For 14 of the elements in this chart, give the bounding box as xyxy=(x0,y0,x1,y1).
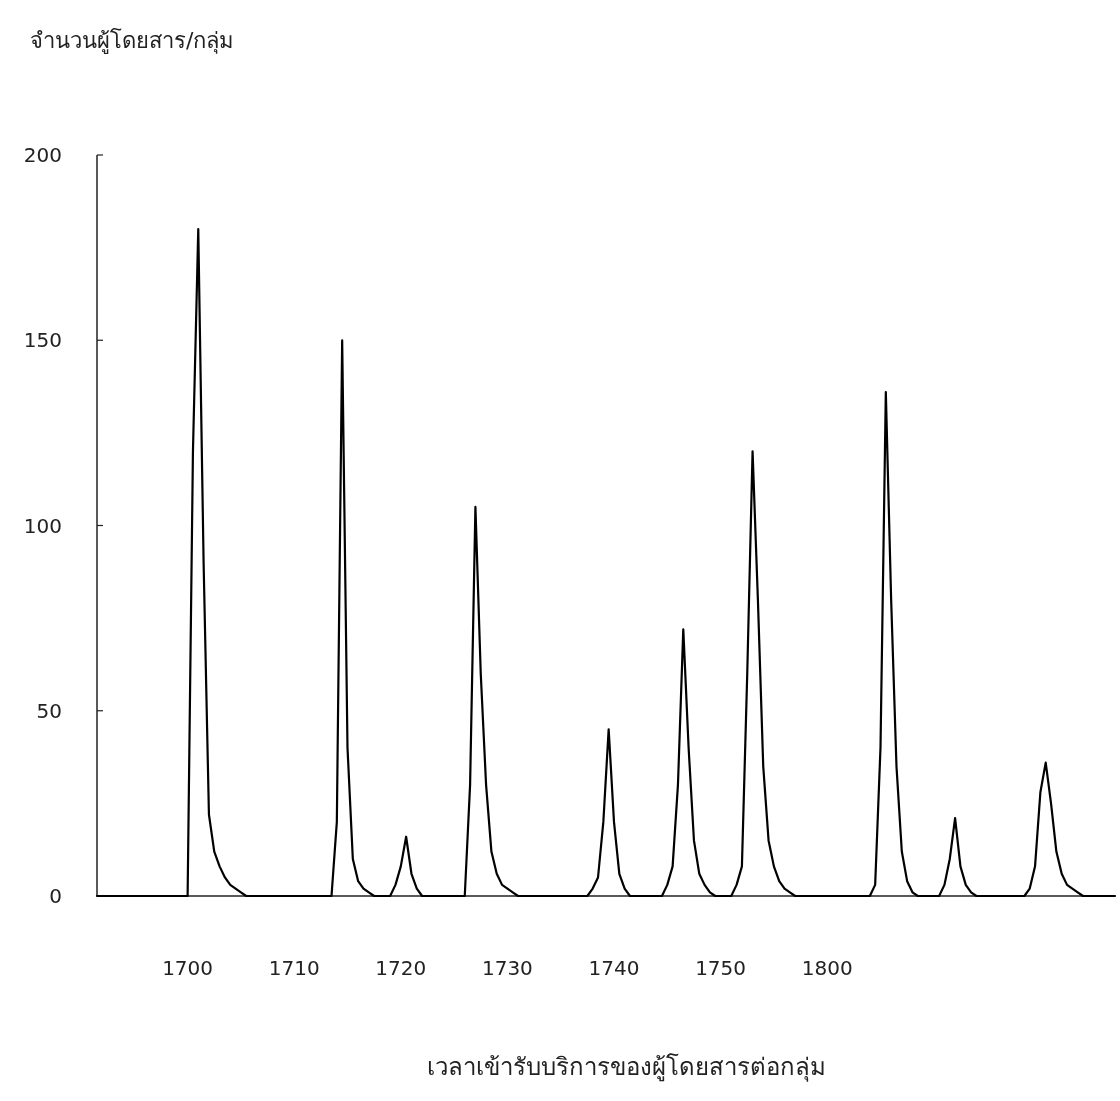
x-tick-label: 1800 xyxy=(801,956,853,980)
y-tick-label: 200 xyxy=(23,143,62,167)
y-tick-label: 50 xyxy=(36,698,62,723)
x-tick-label: 1750 xyxy=(695,956,747,980)
y-tick-label: 150 xyxy=(23,328,62,353)
y-tick-label: 100 xyxy=(23,513,62,538)
y-tick-label: 0 xyxy=(49,884,62,908)
x-tick-label: 1730 xyxy=(481,956,533,980)
x-axis-title: เวลาเข้ารับบริการของผู้โดยสารต่อกลุ่ม xyxy=(426,1053,826,1082)
x-tick-label: 1700 xyxy=(162,956,214,980)
x-tick-label: 1740 xyxy=(588,956,640,980)
x-tick-label: 1720 xyxy=(375,956,427,980)
y-axis-title: จำนวนผู้โดยสาร/กลุ่ม xyxy=(30,28,235,54)
x-tick-label: 1710 xyxy=(268,956,320,980)
